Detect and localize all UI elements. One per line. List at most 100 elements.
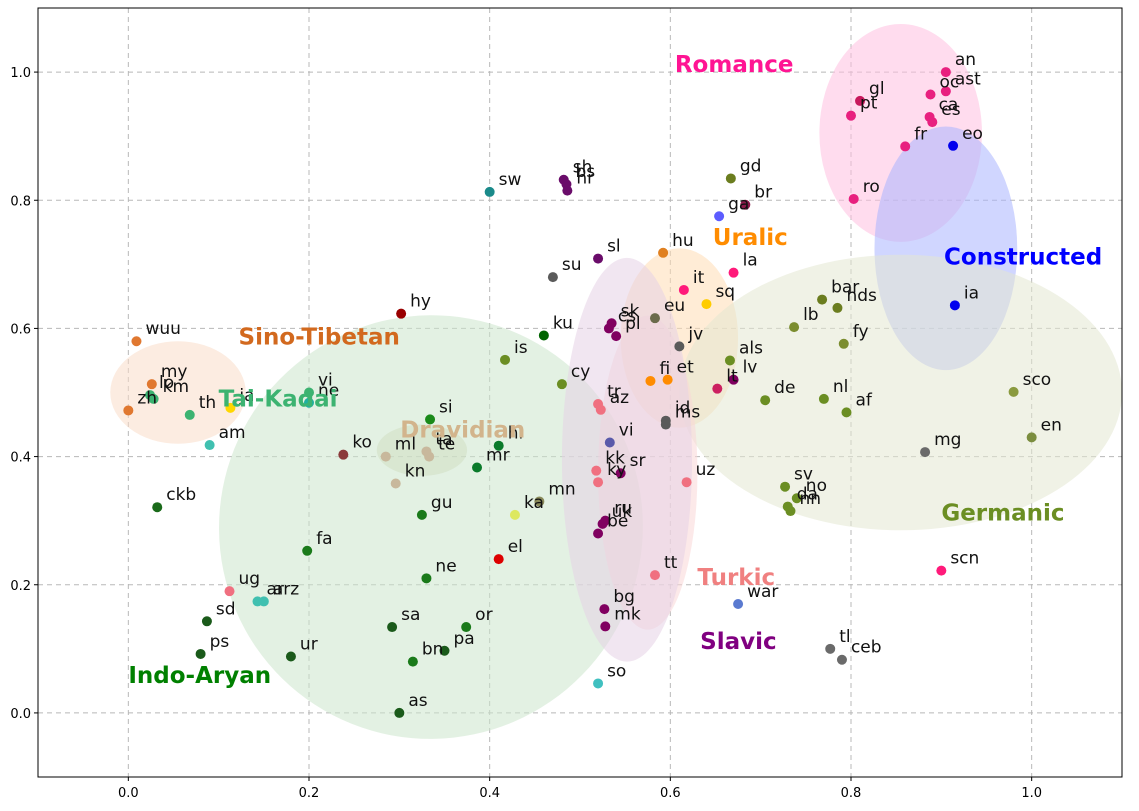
point-label-as: as [408,691,427,711]
point-mr [472,462,483,473]
family-label-uralic: Uralic [713,225,788,251]
family-labels: Romance Constructed Uralic Sino-Tibetan Tai-… [128,52,1102,689]
point-label-am: am [219,423,246,443]
point-ceb [836,654,847,665]
point-label-la: la [743,251,758,271]
point-label-pl: pl [625,314,641,334]
family-label-germanic: Germanic [941,501,1064,527]
point-label-bar: bar [831,278,859,298]
point-label-ku: ku [553,313,573,333]
point-gu [416,509,427,520]
point-ka [509,509,520,520]
point-label-af: af [855,390,872,410]
point-label-sr: sr [630,451,646,471]
point-label-fi: fi [659,359,670,379]
point-az [595,404,606,415]
point-cs [603,323,614,334]
point-is [500,354,511,365]
point-label-th: th [199,393,216,413]
point-label-hy: hy [410,292,431,312]
point-label-lt: lt [726,367,738,387]
ellipse-sino-tibetan [110,341,246,444]
point-si [425,414,436,425]
y-tick-label: 0.6 [10,322,31,337]
point-it [678,284,689,295]
point-label-fa: fa [316,529,332,549]
point-fi [645,375,656,386]
family-label-romance: Romance [675,52,794,78]
point-ml [380,451,391,462]
point-label-az: az [610,388,629,408]
point-label-ug: ug [239,569,261,589]
x-tick-label: 0.2 [299,786,320,801]
point-label-nl: nl [833,377,849,397]
point-label-ja: ja [238,386,254,406]
point-label-ko: ko [352,433,372,453]
ellipse-indo-aryan [219,315,643,739]
point-label-my: my [161,362,188,382]
point-label-fr: fr [914,124,927,144]
point-label-uk: uk [612,502,633,522]
family-label-sino-tibetan: Sino-Tibetan [239,324,400,350]
point-ko [338,449,349,460]
point-label-eo: eo [962,124,983,144]
point-km [148,393,159,404]
point-war [733,598,744,609]
point-kk [591,465,602,476]
point-label-als: als [739,338,763,358]
point-ast [940,86,951,97]
x-tick-label: 0.0 [118,786,139,801]
point-label-ky: ky [607,460,626,480]
point-fa [302,545,313,556]
point-label-es: es [941,100,960,120]
point-my [146,379,157,390]
point-label-su: su [562,255,582,275]
axes-frame [37,7,1123,778]
point-pa [439,645,450,656]
point-label-ms: ms [675,403,701,423]
y-tick-label: 0.2 [10,579,31,594]
point-label-arz: arz [273,579,299,599]
point-mg [920,447,931,458]
point-label-sk: sk [621,301,640,321]
point-es [927,117,938,128]
point-jv [674,341,685,352]
point-gl [855,95,866,106]
point-sd [201,616,212,627]
point-label-ml: ml [395,435,416,455]
point-ru [600,515,611,526]
point-am [204,440,215,451]
point-de [760,395,771,406]
y-tick-label: 0.8 [10,194,31,209]
point-sa [387,622,398,633]
point-ia [949,300,960,311]
point-et [662,374,673,385]
point-hi [493,440,504,451]
y-tick-label: 1.0 [10,66,31,81]
point-label-mr: mr [486,445,510,465]
point-label-bn: bn [422,640,444,660]
point-as [394,707,405,718]
point-label-km: km [163,377,189,397]
point-sq [701,299,712,310]
point-la [728,267,739,278]
point-eo [948,140,959,151]
point-label-sh: sh [573,158,593,178]
point-label-is: is [514,338,528,358]
point-vi [604,437,615,448]
point-label-el: el [508,537,523,557]
point-label-nds: nds [846,286,877,306]
point-cy [556,379,567,390]
point-label-da: da [797,485,818,505]
family-label-dravidian: Dravidian [400,417,525,443]
point-label-lo: lo [159,373,174,393]
point-hy [396,308,407,319]
point-label-scn: scn [950,549,979,569]
point-label-ro: ro [863,177,880,197]
x-tick-label: 0.4 [479,786,500,801]
ellipse-germanic [679,254,1122,531]
point-ne [421,573,432,584]
point-label-ka: ka [524,493,544,513]
point-label-it: it [693,268,705,288]
point-label-gl: gl [869,79,885,99]
